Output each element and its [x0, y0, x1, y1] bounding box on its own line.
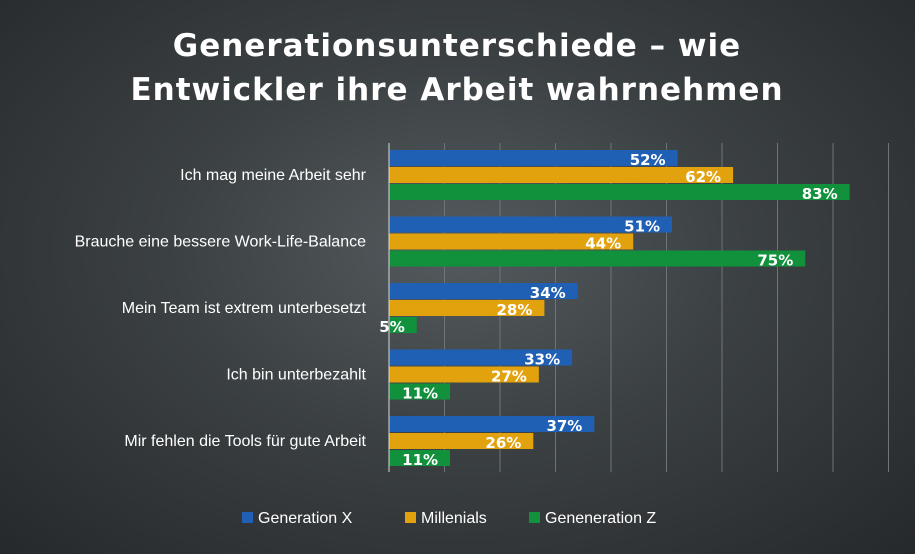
bar-generation-x-5 — [389, 416, 595, 432]
data-label: 75% — [757, 252, 793, 270]
bar-millenials-4 — [389, 366, 539, 383]
data-label: 28% — [496, 301, 532, 319]
legend-swatch-1 — [242, 512, 253, 523]
bar-geneneration-z-1 — [389, 184, 850, 200]
bar-millenials-1 — [389, 167, 734, 183]
bar-geneneration-z-3 — [389, 317, 417, 333]
chart-title-line-2: Entwickler ihre Arbeit wahrnehmen — [130, 72, 783, 108]
data-label: 33% — [524, 351, 560, 369]
data-label: 83% — [802, 185, 838, 203]
data-label: 34% — [530, 284, 566, 302]
data-labels: 52% 62% 83% 51%44% 75% 34%28% 5% 33%27% 11% 37% 26… — [379, 151, 837, 469]
category-label: Ich bin unterbezahlt — [226, 367, 366, 384]
data-label: 5% — [379, 318, 404, 336]
data-label: 44% — [585, 235, 621, 253]
category-label: Ich mag meine Arbeit sehr — [180, 167, 367, 184]
data-label: 37% — [546, 417, 582, 435]
data-label: 51% — [624, 218, 660, 236]
legend-label: Millenials — [421, 510, 487, 527]
bar-generation-x-1 — [389, 150, 678, 166]
chart-title-line-1: Generationsunterschiede – wie — [173, 28, 741, 64]
data-label: 62% — [685, 168, 721, 186]
bar-generation-x-3 — [389, 283, 578, 299]
category-label: Mein Team ist extrem unterbesetzt — [122, 300, 367, 317]
bar-geneneration-z-4 — [389, 383, 451, 400]
bar-millenials-2 — [389, 233, 634, 250]
chart-title: Generationsunterschiede – wie Entwickler … — [130, 28, 783, 108]
data-label: 11% — [402, 385, 438, 403]
data-label: 11% — [402, 451, 438, 469]
legend-label: Generation X — [258, 510, 353, 527]
data-label: 26% — [485, 434, 521, 452]
bar-millenials-3 — [389, 300, 545, 316]
bar-geneneration-z-5 — [389, 450, 451, 466]
category-labels: Ich mag meine Arbeit sehr Brauche eine be… — [75, 167, 367, 450]
bar-generation-x-4 — [389, 349, 573, 366]
bar-geneneration-z-2 — [389, 250, 806, 267]
bar-generation-x-2 — [389, 216, 673, 233]
legend: Generation X Millenials Geneneration Z — [242, 510, 656, 527]
legend-swatch-3 — [529, 512, 540, 523]
legend-label: Geneneration Z — [545, 510, 656, 527]
category-label: Mir fehlen die Tools für gute Arbeit — [124, 433, 366, 450]
data-label: 27% — [491, 368, 527, 386]
data-label: 52% — [630, 151, 666, 169]
category-label: Brauche eine bessere Work-Life-Balance — [75, 234, 367, 251]
legend-swatch-2 — [405, 512, 416, 523]
bar-millenials-5 — [389, 433, 534, 449]
bars — [389, 150, 850, 466]
